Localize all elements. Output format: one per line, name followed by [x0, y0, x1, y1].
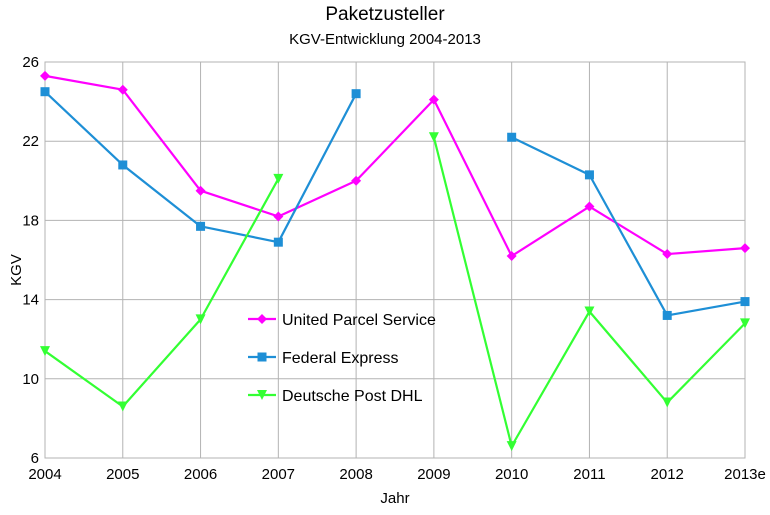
x-tick-label: 2008	[339, 466, 372, 483]
y-tick-label: 18	[22, 212, 39, 229]
y-axis-ticks: 6 10 14 18 22 26	[22, 54, 39, 467]
x-tick-label: 2005	[106, 466, 139, 483]
data-point-diamond	[273, 211, 284, 222]
y-tick-label: 14	[22, 292, 39, 309]
data-point-square	[273, 237, 283, 247]
legend-label: Federal Express	[282, 350, 399, 367]
series-line	[44, 178, 280, 408]
x-axis-label: Jahr	[380, 490, 410, 507]
data-point-triangle	[740, 318, 750, 329]
data-point-diamond	[584, 201, 595, 212]
data-point-square	[740, 297, 750, 307]
x-tick-label: 2013e	[724, 466, 766, 483]
x-tick-label: 2007	[262, 466, 295, 483]
data-point-triangle	[662, 397, 673, 408]
series-line	[511, 136, 746, 317]
legend-label: Deutsche Post DHL	[282, 388, 423, 405]
data-point-diamond	[40, 70, 50, 81]
data-point-diamond	[195, 185, 206, 196]
data-point-square	[196, 221, 206, 231]
data-point-square	[584, 170, 594, 180]
data-point-diamond	[351, 175, 362, 186]
x-tick-label: 2009	[417, 466, 450, 483]
x-tick-label: 2004	[28, 466, 61, 483]
series-federal-express	[40, 87, 750, 320]
y-axis-label: KGV	[8, 254, 25, 286]
data-point-triangle	[117, 401, 128, 412]
legend-label: United Parcel Service	[282, 312, 436, 329]
y-tick-label: 6	[31, 450, 39, 467]
series-group	[40, 70, 750, 452]
data-point-triangle	[40, 346, 50, 357]
y-tick-label: 10	[22, 371, 39, 388]
data-point-square	[662, 310, 672, 320]
data-point-triangle	[273, 173, 284, 184]
y-tick-label: 26	[22, 54, 39, 71]
x-tick-label: 2011	[573, 466, 605, 483]
series-deutsche-post-dhl	[40, 132, 750, 452]
series-united-parcel-service	[40, 70, 750, 262]
chart-title: Paketzusteller	[325, 4, 445, 25]
data-point-square	[257, 352, 267, 362]
data-point-triangle	[584, 306, 595, 317]
data-point-diamond	[117, 84, 128, 95]
data-point-square	[507, 132, 517, 142]
data-point-triangle	[506, 441, 517, 452]
data-point-triangle	[195, 314, 206, 325]
data-point-diamond	[662, 249, 673, 260]
data-point-square	[40, 87, 50, 97]
data-point-diamond	[506, 251, 517, 262]
data-point-triangle	[428, 132, 439, 143]
x-tick-label: 2010	[495, 466, 528, 483]
legend: United Parcel Service Federal Express Deut…	[248, 312, 436, 405]
y-tick-label: 22	[22, 133, 39, 150]
data-point-diamond	[428, 94, 439, 105]
plot-area-frame	[44, 61, 746, 459]
x-tick-label: 2012	[651, 466, 684, 483]
x-axis-ticks: 2004 2005 2006 2007 2008 2009 2010 2011 2012 2013…	[28, 466, 766, 483]
series-line	[44, 74, 746, 258]
data-point-triangle	[257, 390, 267, 400]
data-point-square	[351, 89, 361, 99]
chart-subtitle: KGV-Entwicklung 2004-2013	[289, 31, 481, 48]
data-point-diamond	[257, 314, 267, 324]
data-point-square	[118, 160, 128, 170]
data-point-diamond	[740, 243, 750, 254]
x-tick-label: 2006	[184, 466, 217, 483]
